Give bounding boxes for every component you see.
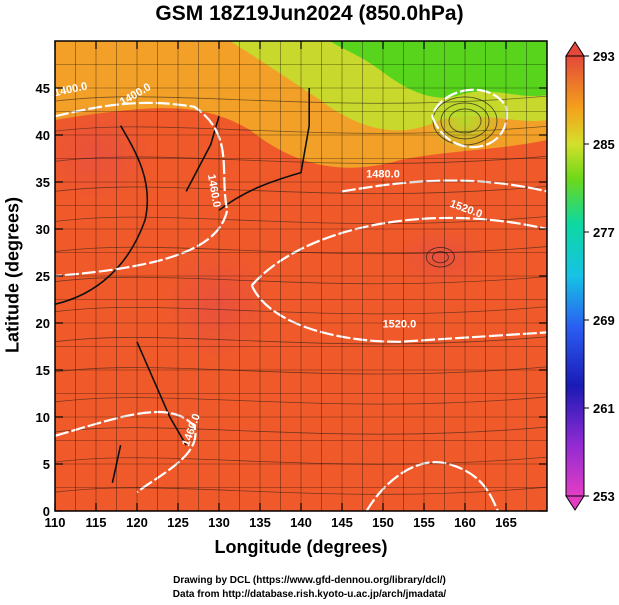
contour-label: 1520.0 [383, 319, 417, 331]
contour-line [55, 410, 197, 494]
colorbar-min-arrow [565, 495, 585, 511]
streamline [55, 125, 547, 134]
coastline [55, 88, 310, 483]
credit-data-source: Data from http://database.rish.kyoto-u.a… [172, 589, 447, 600]
y-tick-label: 20 [36, 316, 50, 331]
streamline [55, 306, 547, 315]
x-axis-label: Longitude (degrees) [214, 537, 388, 557]
x-tick-label: 145 [331, 515, 353, 530]
y-tick-label: 40 [36, 128, 50, 143]
y-tick-label: 15 [36, 363, 50, 378]
streamline [55, 216, 547, 225]
y-tick-label: 35 [36, 175, 50, 190]
x-tick-label: 165 [495, 515, 517, 530]
contour-line [341, 179, 547, 193]
colorbar-max-arrow [565, 41, 585, 57]
colorbar: 293 285 277 269 261 253 [565, 41, 615, 511]
x-tick-label: 110 [45, 515, 66, 530]
x-tick-label: 115 [86, 515, 107, 530]
y-tick-label: 45 [36, 81, 50, 96]
streamline [55, 95, 547, 104]
x-tick-label: 160 [454, 515, 476, 530]
x-tick-label: 125 [167, 515, 189, 530]
y-tick-label: 0 [43, 504, 50, 519]
y-tick-label: 25 [36, 269, 50, 284]
x-tick-label: 120 [126, 515, 148, 530]
x-tick-label: 135 [249, 515, 271, 530]
streamline [55, 486, 547, 495]
streamline [55, 456, 547, 465]
streamline [55, 336, 547, 345]
credit-drawing: Drawing by DCL (https://www.gfd-dennou.o… [173, 575, 446, 586]
colorbar-tick-label: 261 [593, 401, 615, 416]
colorbar-gradient [565, 55, 585, 497]
colorbar-tick-label: 253 [593, 489, 615, 504]
x-tick-label: 150 [372, 515, 394, 530]
streamline [55, 246, 547, 255]
y-tick-label: 10 [36, 410, 50, 425]
streamline [55, 186, 547, 194]
streamline [55, 426, 547, 435]
x-tick-label: 155 [413, 515, 435, 530]
colorbar-tick-label: 269 [593, 313, 615, 328]
plot-area [55, 41, 547, 511]
streamline-vortex [425, 246, 455, 268]
colorbar-tick-label: 277 [593, 225, 615, 240]
contour-label: 1460.0 [205, 173, 223, 208]
field-green-band [330, 41, 547, 98]
colorbar-tick-label: 293 [593, 49, 615, 64]
contour-line [55, 101, 229, 278]
x-tick-label: 140 [290, 515, 312, 530]
contour-line [365, 461, 499, 511]
contour-label: 1480.0 [366, 168, 400, 180]
streamline [55, 155, 547, 164]
contour-line [250, 216, 547, 287]
contour-line [250, 284, 547, 343]
temperature-field [55, 41, 547, 511]
streamline [55, 366, 547, 375]
axes: 110 115 120 125 130 135 140 145 150 155 160 165 0 5 10… [36, 40, 548, 530]
x-tick-label: 130 [208, 515, 230, 530]
streamline [55, 396, 547, 405]
streamline-vortex [431, 251, 449, 264]
colorbar-tick-label: 285 [593, 137, 615, 152]
y-tick-label: 5 [43, 457, 50, 472]
y-tick-label: 30 [36, 222, 50, 237]
chart-title: GSM 18Z19Jun2024 (850.0hPa) [155, 2, 464, 25]
field-warm-spot [390, 227, 491, 288]
streamline [55, 276, 547, 285]
